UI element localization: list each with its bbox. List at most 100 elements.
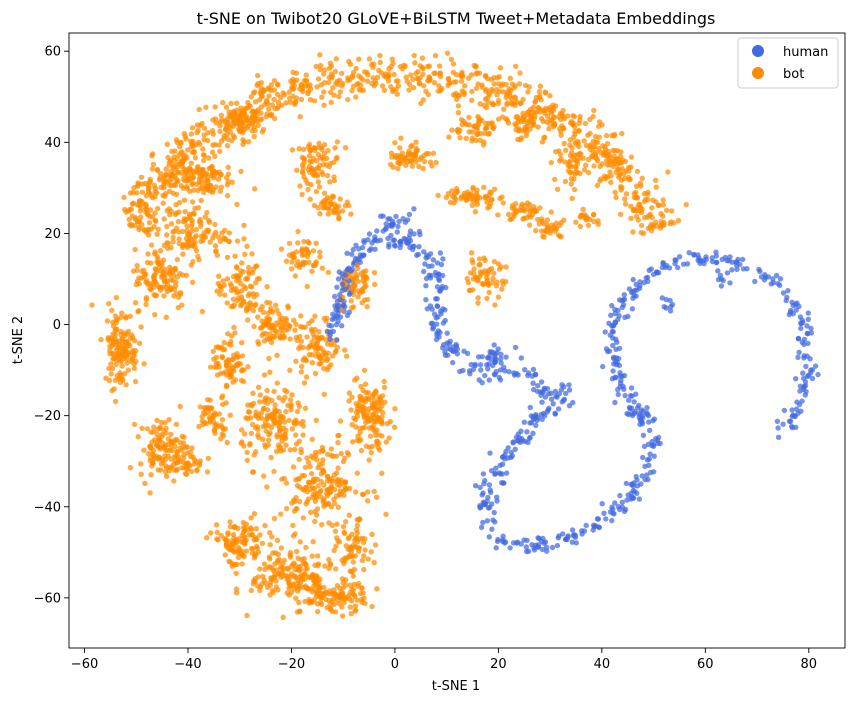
bot-point: [251, 452, 257, 458]
bot-point: [288, 581, 294, 588]
bot-point: [138, 174, 145, 180]
bot-point: [162, 420, 168, 426]
bot-point: [138, 214, 144, 220]
bot-point: [293, 321, 299, 327]
bot-point: [407, 158, 413, 164]
bot-point: [215, 176, 222, 182]
bot-point: [362, 381, 369, 387]
bot-point: [308, 471, 315, 477]
bot-point: [230, 379, 236, 385]
bot-point: [330, 209, 336, 216]
human-point: [496, 374, 502, 381]
bot-point: [170, 234, 176, 241]
bot-point: [188, 131, 195, 137]
human-point: [795, 335, 802, 342]
bot-point: [239, 260, 245, 266]
bot-point: [634, 168, 641, 175]
x-tick-label: 20: [490, 657, 507, 672]
bot-point: [189, 181, 195, 188]
human-point: [335, 276, 342, 282]
bot-point: [363, 389, 369, 396]
bot-point: [622, 158, 629, 165]
bot-point: [261, 561, 268, 567]
bot-point: [219, 354, 225, 360]
bot-point: [312, 518, 318, 525]
bot-point: [554, 186, 561, 192]
bot-point: [416, 81, 422, 87]
human-point: [645, 441, 652, 447]
bot-point: [314, 476, 320, 483]
bot-point: [180, 176, 187, 182]
bot-point: [363, 443, 369, 449]
bot-point: [127, 343, 133, 349]
human-point: [434, 332, 440, 338]
human-point: [765, 274, 772, 280]
bot-point: [580, 206, 586, 212]
human-point: [628, 385, 635, 391]
human-point: [602, 329, 608, 335]
human-point: [629, 289, 635, 296]
bot-point: [352, 417, 359, 423]
bot-point: [212, 104, 218, 110]
bot-point: [596, 145, 602, 152]
bot-point: [394, 91, 400, 97]
human-point: [773, 272, 780, 279]
bot-point: [191, 461, 197, 467]
bot-point: [444, 50, 451, 56]
bot-point: [380, 410, 386, 416]
bot-point: [123, 382, 129, 388]
bot-point: [257, 532, 263, 538]
human-point: [480, 471, 487, 477]
bot-point: [270, 309, 276, 315]
bot-point: [295, 240, 301, 246]
bot-point: [121, 194, 127, 201]
bot-point: [184, 223, 190, 229]
human-point: [609, 504, 615, 510]
bot-point: [217, 123, 223, 129]
bot-point: [125, 208, 132, 214]
human-point: [486, 482, 493, 488]
bot-point: [257, 587, 263, 594]
bot-point: [253, 301, 259, 307]
bot-point: [299, 169, 306, 175]
bot-point: [587, 130, 593, 137]
bot-point: [516, 127, 522, 133]
human-point: [548, 396, 555, 402]
bot-point: [235, 545, 242, 551]
human-point: [631, 480, 637, 486]
bot-point: [164, 223, 170, 230]
bot-point: [108, 371, 114, 377]
bot-point: [197, 216, 203, 223]
bot-point: [195, 127, 201, 134]
human-point: [522, 438, 528, 445]
human-point: [530, 416, 537, 422]
human-point: [495, 346, 501, 352]
bot-point: [590, 113, 596, 120]
human-point: [642, 476, 648, 483]
bot-point: [269, 326, 276, 333]
bot-point: [162, 457, 168, 463]
human-point: [617, 492, 623, 499]
bot-point: [175, 218, 182, 225]
bot-point: [355, 278, 361, 285]
bot-point: [353, 94, 359, 100]
bot-point: [108, 361, 114, 367]
y-tick-label: 20: [44, 227, 61, 242]
bot-point: [371, 392, 377, 398]
human-point: [639, 473, 645, 479]
bot-point: [544, 217, 551, 223]
bot-point: [285, 326, 291, 333]
human-point: [531, 386, 537, 393]
bot-point: [599, 161, 605, 167]
bot-point: [445, 191, 451, 197]
bot-point: [301, 571, 307, 577]
bot-point: [312, 449, 319, 456]
bot-point: [336, 93, 342, 100]
bot-point: [238, 440, 244, 446]
human-point: [480, 490, 486, 496]
bot-point: [136, 198, 143, 205]
bot-point: [234, 361, 240, 368]
bot-point: [355, 288, 361, 294]
bot-point: [491, 81, 497, 87]
human-point: [357, 252, 364, 258]
